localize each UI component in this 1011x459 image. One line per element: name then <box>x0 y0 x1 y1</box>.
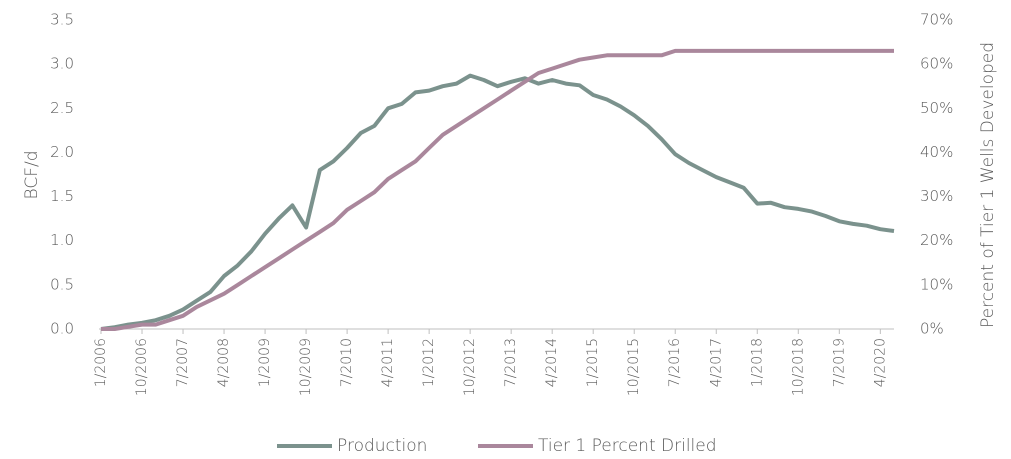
x-tick-label: 1/2006 <box>93 338 109 387</box>
x-tick-label: 4/2017 <box>708 338 724 387</box>
x-tick-label: 1/2015 <box>585 338 601 387</box>
x-tick-label: 1/2009 <box>257 338 273 387</box>
y-tick-label: 1.5 <box>50 187 74 205</box>
y2-tick-label: 60% <box>920 55 953 73</box>
x-tick-label: 4/2011 <box>380 338 396 387</box>
x-tick-label: 4/2014 <box>544 338 560 387</box>
x-tick-label: 7/2013 <box>503 338 519 387</box>
x-tick-label: 4/2020 <box>872 338 888 387</box>
y-tick-label: 2.5 <box>50 99 74 117</box>
x-tick-label: 7/2010 <box>339 338 355 387</box>
legend-label: Tier 1 Percent Drilled <box>538 436 717 456</box>
x-tick-label: 1/2018 <box>749 338 765 387</box>
y-axis-label: BCF/d <box>22 151 42 200</box>
x-tick-label: 7/2019 <box>831 338 847 387</box>
x-tick-label: 10/2006 <box>134 338 150 396</box>
x-tick-label: 7/2007 <box>175 338 191 387</box>
y-tick-label: 3.0 <box>50 55 74 73</box>
x-tick-label: 10/2018 <box>790 338 806 396</box>
line-series <box>100 73 895 331</box>
x-tick-label: 1/2012 <box>421 338 437 387</box>
x-tick-label: 10/2009 <box>298 338 314 396</box>
y-tick-label: 0.5 <box>50 275 74 293</box>
y2-tick-label: 70% <box>920 11 953 29</box>
y-tick-label: 1.0 <box>50 231 74 249</box>
y-tick-label: 0.0 <box>50 320 74 338</box>
y2-tick-label: 0% <box>920 320 944 338</box>
y2-tick-label: 50% <box>920 99 953 117</box>
y-tick-label: 2.0 <box>50 143 74 161</box>
x-tick-label: 7/2016 <box>667 338 683 387</box>
y2-tick-label: 40% <box>920 143 953 161</box>
x-tick-label: 10/2012 <box>462 338 478 396</box>
y2-axis-label: Percent of Tier 1 Wells Developed <box>978 42 998 328</box>
line-series <box>101 48 894 331</box>
x-tick-label: 4/2008 <box>216 338 232 387</box>
y2-tick-label: 10% <box>920 275 953 293</box>
y2-tick-label: 30% <box>920 187 953 205</box>
x-tick-label: 10/2015 <box>626 338 642 396</box>
y2-tick-label: 20% <box>920 231 953 249</box>
legend-label: Production <box>337 436 427 456</box>
y-tick-label: 3.5 <box>50 11 74 29</box>
